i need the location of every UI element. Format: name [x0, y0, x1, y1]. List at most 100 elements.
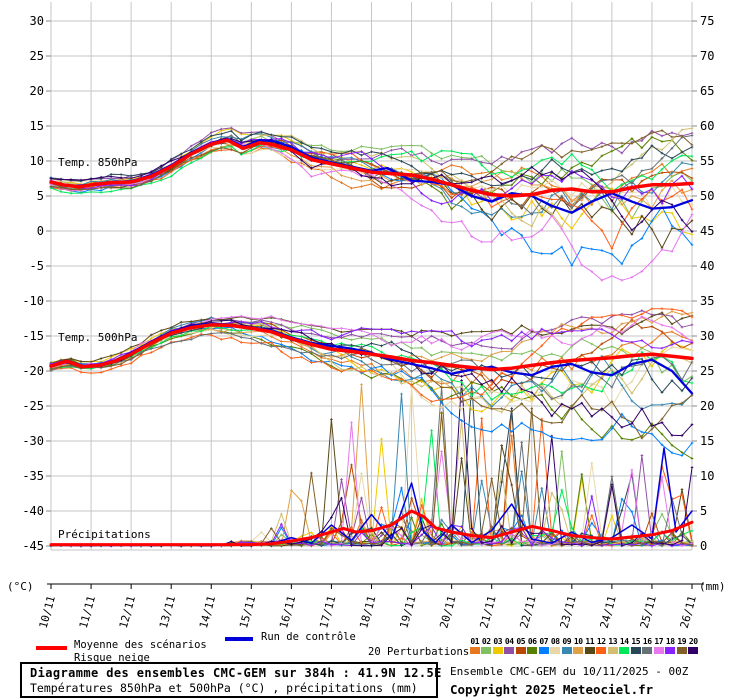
perturbation-number: 10 [573, 637, 583, 646]
right-axis-tick-label: 25 [700, 364, 714, 378]
right-axis-tick-label: 55 [700, 154, 714, 168]
left-axis-tick-label: -45 [22, 539, 44, 553]
diagram-title: Diagramme des ensembles CMC-GEM sur 384h… [30, 666, 442, 680]
right-axis-tick-label: 65 [700, 84, 714, 98]
left-axis-tick-label: 15 [30, 119, 44, 133]
perturbation-legend-item: 09 [561, 637, 573, 654]
perturbation-color-box [688, 647, 699, 654]
t500-panel-label: Temp. 500hPa [58, 331, 137, 344]
perturbation-color-box [550, 647, 561, 654]
right-axis-tick-label: 10 [700, 469, 714, 483]
perturbation-number: 03 [493, 637, 503, 646]
diagram-subtitle: Températures 850hPa et 500hPa (°C) , pré… [30, 681, 418, 695]
perturbation-legend-item: 20 [688, 637, 700, 654]
precip-mean-line [49, 509, 694, 547]
date-label: 20/11 [437, 594, 458, 629]
perturbation-color-box [596, 647, 607, 654]
perturbation-legend-item: 08 [550, 637, 562, 654]
t850-mean-line [49, 138, 694, 198]
perturbation-legend-item: 17 [653, 637, 665, 654]
date-label: 25/11 [638, 594, 659, 629]
right-axis-tick-label: 0 [700, 539, 707, 553]
perturbation-number: 17 [654, 637, 664, 646]
right-axis-tick-label: 40 [700, 259, 714, 273]
right-axis-tick-label: 30 [700, 329, 714, 343]
perturbation-number: 11 [585, 637, 595, 646]
left-axis-tick-label: 10 [30, 154, 44, 168]
perturbation-legend-item: 12 [596, 637, 608, 654]
perturbation-number: 16 [642, 637, 652, 646]
copyright: Copyright 2025 Meteociel.fr [450, 682, 654, 697]
right-axis-tick-label: 60 [700, 119, 714, 133]
date-label: 19/11 [397, 594, 418, 629]
perturbation-number: 19 [677, 637, 687, 646]
t500-mean-line [49, 323, 694, 372]
right-axis-tick-label: 20 [700, 399, 714, 413]
left-axis-tick-label: -30 [22, 434, 44, 448]
date-label: 11/11 [77, 594, 98, 629]
right-axis-tick-label: 35 [700, 294, 714, 308]
date-label: 16/11 [277, 594, 298, 629]
perturbation-number: 12 [596, 637, 606, 646]
perturbation-color-box [630, 647, 641, 654]
perturbation-number: 05 [516, 637, 526, 646]
date-label: 22/11 [518, 594, 539, 629]
perturbation-color-box [492, 647, 503, 654]
date-label: 26/11 [678, 594, 699, 629]
perturbation-color-box [619, 647, 630, 654]
perturbation-number: 02 [481, 637, 491, 646]
perturbation-number: 06 [527, 637, 537, 646]
perturbation-number: 07 [539, 637, 549, 646]
perturbation-color-box [676, 647, 687, 654]
precip-panel-label: Précipitations [58, 528, 151, 541]
perturbation-color-box [573, 647, 584, 654]
left-axis-tick-label: -25 [22, 399, 44, 413]
perturbation-legend-item: 19 [676, 637, 688, 654]
date-label: 12/11 [117, 594, 138, 629]
perturbation-number: 04 [504, 637, 514, 646]
date-label: 17/11 [317, 594, 338, 629]
date-label: 18/11 [357, 594, 378, 629]
legend-perturbations-label: 20 Perturbations [368, 646, 470, 658]
perturbation-legend-item: 15 [630, 637, 642, 654]
right-axis-tick-label: 15 [700, 434, 714, 448]
perturbation-number: 15 [631, 637, 641, 646]
perturbation-color-box [504, 647, 515, 654]
date-label: 10/11 [37, 594, 58, 629]
perturbation-legend-item: 04 [504, 637, 516, 654]
perturbation-legend-item: 18 [665, 637, 677, 654]
control-line-swatch [225, 637, 253, 641]
right-axis-tick-label: 45 [700, 224, 714, 238]
perturbation-color-box [515, 647, 526, 654]
mean-line-swatch [36, 646, 67, 650]
footer-info-box: Diagramme des ensembles CMC-GEM sur 384h… [20, 662, 442, 698]
date-label: 23/11 [558, 594, 579, 629]
legend-mean-label: Moyenne des scénarios [74, 639, 207, 651]
left-axis-tick-label: -35 [22, 469, 44, 483]
perturbation-color-box [607, 647, 618, 654]
date-label: 24/11 [598, 594, 619, 629]
right-axis-tick-label: 50 [700, 189, 714, 203]
perturbation-color-box [584, 647, 595, 654]
left-axis-tick-label: -10 [22, 294, 44, 308]
date-label: 13/11 [157, 594, 178, 629]
perturbation-legend-item: 10 [573, 637, 585, 654]
left-axis-tick-label: 25 [30, 49, 44, 63]
perturbation-legend-item: 14 [619, 637, 631, 654]
date-label: 14/11 [197, 594, 218, 629]
left-axis-tick-label: -5 [30, 259, 44, 273]
right-axis-unit: (mm) [699, 580, 726, 593]
left-axis-tick-label: -40 [22, 504, 44, 518]
right-axis-tick-label: 75 [700, 14, 714, 28]
run-info: Ensemble CMC-GEM du 10/11/2025 - 00Z [450, 665, 689, 678]
legend-control-label: Run de contrôle [261, 631, 356, 643]
perturbation-number: 08 [550, 637, 560, 646]
left-axis-tick-label: -15 [22, 329, 44, 343]
perturbation-color-box [527, 647, 538, 654]
perturbation-number: 20 [688, 637, 698, 646]
left-axis-unit: (°C) [7, 580, 34, 593]
perturbation-color-box [642, 647, 653, 654]
perturbation-color-box [481, 647, 492, 654]
right-axis-tick-label: 70 [700, 49, 714, 63]
